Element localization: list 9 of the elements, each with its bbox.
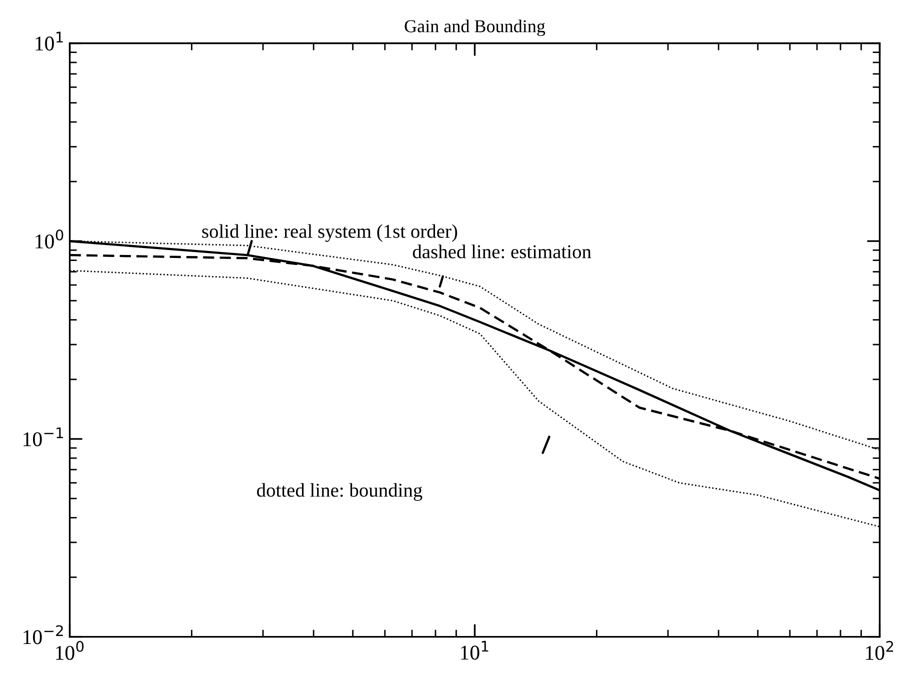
y-tick-label: 10$^{0}$ [36,230,64,249]
y-tick-label: 10$^{1}$ [36,32,63,51]
chart-title: Gain and Bounding [404,20,546,36]
x-tick-label: 10$^{2}$ [866,640,894,660]
annotation: solid line: real system (1st order) [202,224,458,242]
annotation: dotted line: bounding [257,483,422,501]
annotation: dashed line: estimation [412,244,592,258]
y-tick-label: 10$^{−1}$ [24,427,63,446]
x-tick-label: 10$^{1}$ [461,640,488,660]
